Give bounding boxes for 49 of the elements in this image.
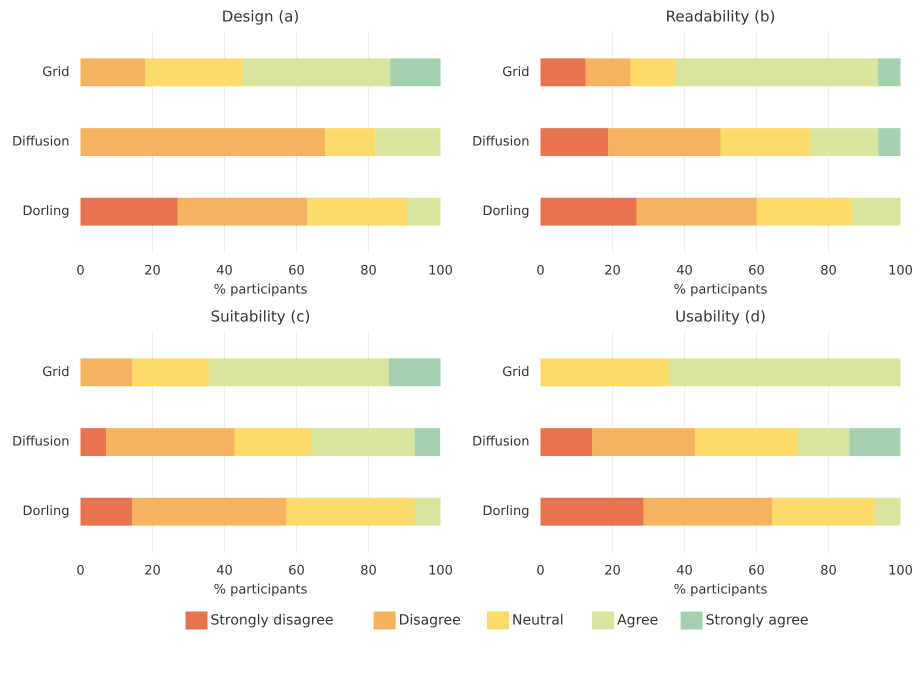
x-tick-label: 100 — [428, 564, 453, 578]
x-axis-title: % participants — [214, 282, 308, 298]
x-tick-label: 40 — [676, 564, 693, 578]
chart-title: Usability (d) — [675, 308, 766, 326]
x-tick-label: 60 — [288, 264, 305, 278]
chart-title: Readability (b) — [666, 8, 776, 26]
y-tick-label: Dorling — [22, 504, 70, 520]
chart-title: Suitability (c) — [210, 308, 310, 326]
y-tick-label: Dorling — [22, 204, 70, 220]
x-tick-label: 0 — [536, 264, 545, 278]
legend-label: Disagree — [398, 612, 461, 628]
x-tick-label: 60 — [288, 564, 305, 578]
x-tick-label: 0 — [76, 264, 85, 278]
legend-label: Strongly agree — [706, 612, 809, 628]
x-tick-label: 60 — [748, 564, 765, 578]
x-tick-label: 40 — [216, 564, 233, 578]
x-tick-label: 80 — [360, 564, 377, 578]
y-tick-label: Dorling — [482, 504, 530, 520]
chart-title: Design (a) — [222, 8, 300, 26]
x-tick-label: 0 — [536, 564, 545, 578]
x-tick-label: 60 — [748, 264, 765, 278]
x-axis-title: % participants — [214, 582, 308, 598]
y-tick-label: Diffusion — [12, 134, 70, 150]
x-tick-label: 100 — [888, 564, 913, 578]
legend-label: Agree — [617, 612, 658, 628]
x-tick-label: 80 — [360, 264, 377, 278]
y-tick-label: Diffusion — [472, 434, 530, 450]
x-tick-label: 20 — [144, 264, 161, 278]
x-tick-label: 40 — [216, 264, 233, 278]
x-axis-title: % participants — [674, 282, 768, 298]
x-tick-label: 100 — [888, 264, 913, 278]
y-tick-label: Diffusion — [12, 434, 70, 450]
y-tick-label: Grid — [42, 64, 70, 80]
y-tick-label: Diffusion — [472, 134, 530, 150]
y-tick-label: Grid — [502, 364, 530, 380]
y-tick-label: Grid — [42, 364, 70, 380]
x-tick-label: 20 — [144, 564, 161, 578]
x-tick-label: 80 — [820, 564, 837, 578]
y-tick-label: Grid — [502, 64, 530, 80]
x-tick-label: 20 — [604, 564, 621, 578]
legend-label: Strongly disagree — [210, 612, 334, 628]
x-axis-title: % participants — [674, 582, 768, 598]
legend-label: Neutral — [512, 612, 564, 628]
x-tick-label: 80 — [820, 264, 837, 278]
x-tick-label: 0 — [76, 564, 85, 578]
x-tick-label: 40 — [676, 264, 693, 278]
x-tick-label: 20 — [604, 264, 621, 278]
x-tick-label: 100 — [428, 264, 453, 278]
y-tick-label: Dorling — [482, 204, 530, 220]
